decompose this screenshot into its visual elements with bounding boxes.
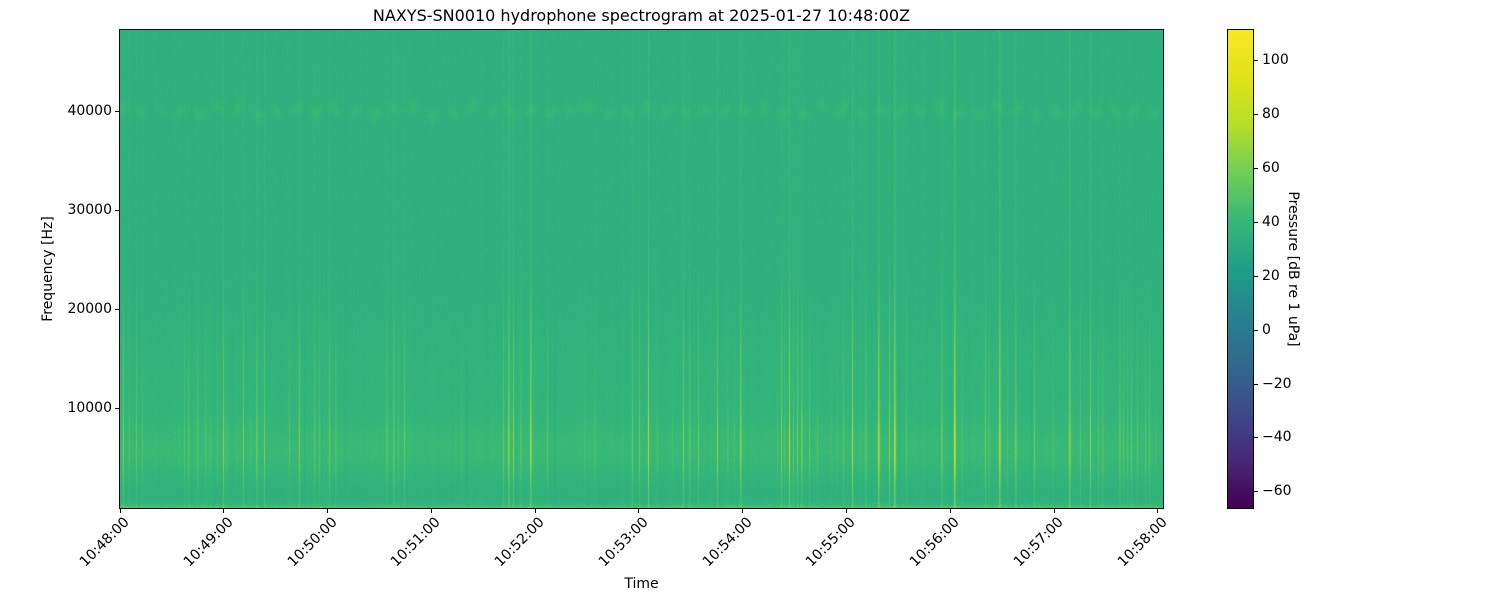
colorbar-tick-label: 40	[1262, 214, 1280, 231]
colorbar-tick-label: 20	[1262, 267, 1280, 284]
y-tick-mark	[115, 309, 119, 311]
colorbar-tick-mark	[1254, 329, 1258, 331]
x-tick-mark	[430, 509, 432, 513]
y-tick-mark	[115, 408, 119, 410]
colorbar-tick-label: 0	[1262, 321, 1271, 338]
colorbar-label: Pressure [dB re 1 uPa]	[1285, 191, 1301, 347]
x-tick-mark	[845, 509, 847, 513]
y-tick-label: 30000	[67, 202, 112, 219]
x-tick-mark	[1157, 509, 1159, 513]
y-tick-mark	[115, 111, 119, 113]
colorbar-tick-mark	[1254, 383, 1258, 385]
colorbar-tick-mark	[1254, 168, 1258, 170]
colorbar-tick-label: 100	[1262, 52, 1289, 69]
spectrogram-image	[120, 30, 1163, 508]
colorbar-gradient	[1228, 30, 1253, 508]
y-axis-label: Frequency [Hz]	[40, 216, 56, 322]
colorbar-tick-mark	[1254, 114, 1258, 116]
colorbar-tick-mark	[1254, 60, 1258, 62]
x-tick-mark	[638, 509, 640, 513]
x-tick-label: 10:48:00	[76, 514, 133, 571]
x-tick-mark	[119, 509, 121, 513]
chart-title: NAXYS-SN0010 hydrophone spectrogram at 2…	[372, 6, 911, 25]
colorbar-tick-label: 60	[1262, 160, 1280, 177]
colorbar-tick-mark	[1254, 275, 1258, 277]
x-axis-label: Time	[624, 576, 659, 592]
y-tick-label: 10000	[67, 400, 112, 417]
colorbar-tick-mark	[1254, 437, 1258, 439]
x-tick-mark	[223, 509, 225, 513]
x-tick-mark	[742, 509, 744, 513]
x-tick-mark	[1053, 509, 1055, 513]
x-tick-mark	[534, 509, 536, 513]
y-tick-label: 20000	[67, 301, 112, 318]
colorbar-tick-label: −60	[1262, 483, 1292, 500]
y-tick-mark	[115, 210, 119, 212]
colorbar-tick-label: −20	[1262, 375, 1292, 392]
colorbar-tick-label: −40	[1262, 429, 1292, 446]
y-tick-label: 40000	[67, 103, 112, 120]
colorbar-tick-mark	[1254, 491, 1258, 493]
colorbar-tick-mark	[1254, 222, 1258, 224]
colorbar-tick-label: 80	[1262, 106, 1280, 123]
x-tick-mark	[949, 509, 951, 513]
x-tick-mark	[327, 509, 329, 513]
